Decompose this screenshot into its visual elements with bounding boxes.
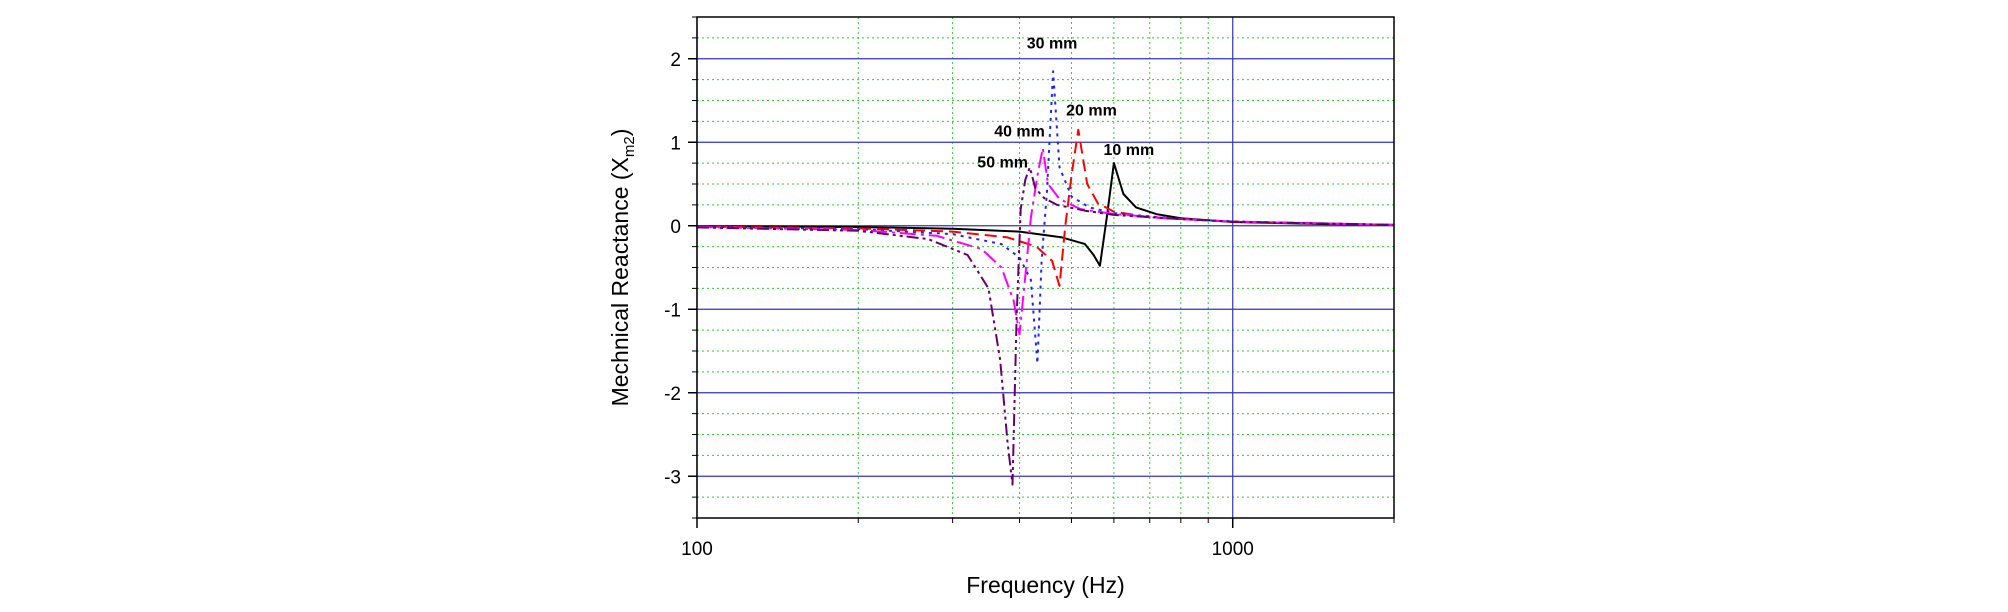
annotations: 30 mm 20 mm 40 mm 10 mm 50 mm bbox=[977, 36, 1154, 172]
y-tick-label: 0 bbox=[670, 217, 681, 238]
series-line-50-mm bbox=[696, 166, 1395, 486]
curve-label-20-mm: 20 mm bbox=[1066, 103, 1117, 120]
curve-label-50-mm: 50 mm bbox=[977, 154, 1028, 171]
y-tick-label: 2 bbox=[670, 50, 681, 71]
y-axis-title-main: Mechnical Reactance (X bbox=[607, 157, 633, 406]
y-tick-label: -2 bbox=[664, 384, 681, 405]
x-tick-label: 100 bbox=[681, 539, 713, 560]
minor-grid bbox=[697, 16, 1395, 519]
tick-labels: 100 1000 -3 -2 -1 0 1 2 bbox=[664, 50, 1254, 560]
y-tick-label: 1 bbox=[670, 133, 681, 154]
y-tick-label: -3 bbox=[664, 467, 681, 488]
x-axis-title: Frequency (Hz) bbox=[966, 572, 1124, 598]
y-axis-title: Mechnical Reactance (Xm2) bbox=[607, 129, 638, 407]
y-axis-title-subscript: m2 bbox=[621, 136, 638, 157]
y-tick-label: -1 bbox=[664, 300, 681, 321]
x-tick-label: 1000 bbox=[1212, 539, 1254, 560]
series-lines bbox=[696, 70, 1395, 486]
curve-label-40-mm: 40 mm bbox=[994, 123, 1045, 140]
curve-label-30-mm: 30 mm bbox=[1027, 36, 1078, 53]
y-axis-title-end: ) bbox=[607, 129, 633, 137]
series-line-30-mm bbox=[696, 70, 1395, 365]
axis-ticks bbox=[688, 16, 1395, 528]
curve-label-10-mm: 10 mm bbox=[1104, 142, 1155, 159]
